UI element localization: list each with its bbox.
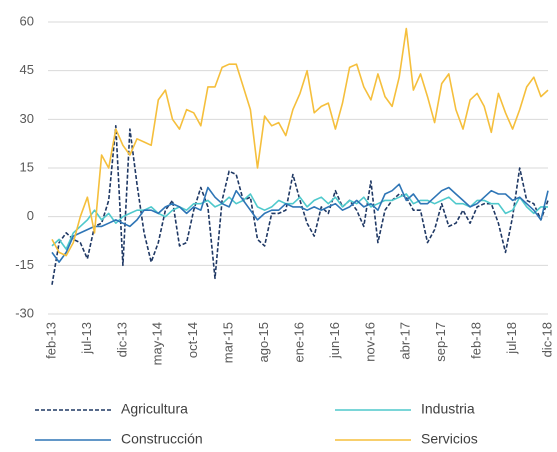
y-tick-label: 0 [27, 208, 34, 223]
y-tick-label: -30 [15, 305, 34, 320]
x-tick-label: dic-18 [539, 322, 554, 357]
x-tick-label: feb-13 [43, 322, 58, 359]
y-tick-label: 45 [20, 62, 34, 77]
y-tick-label: 60 [20, 13, 34, 28]
x-tick-label: oct-14 [185, 322, 200, 358]
legend-label: Industria [421, 401, 475, 417]
x-tick-label: ago-15 [256, 322, 271, 362]
legend-label: Servicios [421, 431, 478, 447]
x-tick-label: dic-13 [114, 322, 129, 357]
x-tick-label: jul-18 [504, 322, 519, 355]
x-tick-label: mar-15 [221, 322, 236, 363]
series-line [51, 27, 549, 257]
x-tick-label: sep-17 [433, 322, 448, 362]
x-tick-label: ene-16 [291, 322, 306, 362]
x-tick-label: feb-18 [469, 322, 484, 359]
x-tick-label: nov-16 [362, 322, 377, 362]
x-tick-label: jul-13 [79, 322, 94, 355]
x-tick-label: abr-17 [398, 322, 413, 360]
series-line [51, 125, 549, 285]
y-tick-label: -15 [15, 257, 34, 272]
y-tick-label: 15 [20, 159, 34, 174]
series-line [51, 183, 549, 263]
y-tick-label: 30 [20, 111, 34, 126]
x-tick-label: jun-16 [327, 322, 342, 359]
legend-label: Construcción [121, 431, 203, 447]
x-tick-label: may-14 [150, 322, 165, 365]
legend-label: Agricultura [121, 401, 188, 417]
series-line [51, 193, 548, 250]
